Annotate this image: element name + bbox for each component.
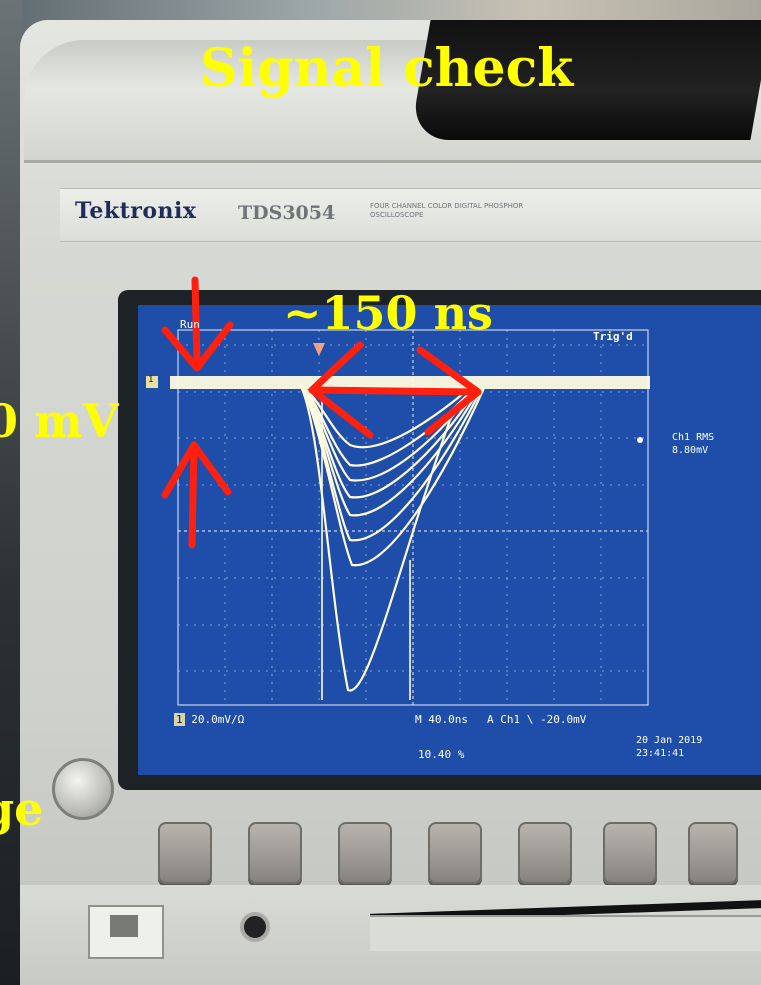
power-switch-inner xyxy=(110,915,138,937)
trigger-marker xyxy=(313,343,325,356)
bezel-button-2[interactable] xyxy=(248,822,302,884)
ch1-marker-label: 1 xyxy=(148,375,153,385)
amplitude-label: 0 mV xyxy=(0,394,118,448)
charge-label-fragment: ge xyxy=(0,782,43,836)
trace-baseline xyxy=(170,376,650,389)
date-readout: 20 Jan 2019 xyxy=(636,735,702,746)
position-readout: 10.40 % xyxy=(418,748,464,761)
timebase-readout: M 40.0ns xyxy=(415,713,468,726)
slide-title: Signal check xyxy=(200,38,573,99)
trig-status: Trig'd xyxy=(593,330,633,343)
ch1-scale: 20.0mV/Ω xyxy=(191,713,244,726)
ch1-badge: 1 xyxy=(174,713,185,726)
measurement-value: 8.80mV xyxy=(672,445,708,456)
run-status: Run xyxy=(180,318,200,331)
bezel-button-6[interactable] xyxy=(603,822,657,884)
audio-jack xyxy=(240,912,270,942)
bezel-button-5[interactable] xyxy=(518,822,572,884)
bezel-button-3[interactable] xyxy=(338,822,392,884)
ch1-scale-readout: 1 20.0mV/Ω xyxy=(174,713,244,726)
trigger-level-dot xyxy=(637,437,643,443)
measurement-label: Ch1 RMS xyxy=(672,432,714,443)
general-purpose-knob[interactable] xyxy=(52,758,114,820)
bezel-button-4[interactable] xyxy=(428,822,482,884)
trigger-readout: A Ch1 \ -20.0mV xyxy=(487,713,586,726)
bezel-button-1[interactable] xyxy=(158,822,212,884)
pulse-width-label: ~150 ns xyxy=(283,286,493,340)
time-readout: 23:41:41 xyxy=(636,748,684,759)
bezel-button-7[interactable] xyxy=(688,822,738,884)
trace-pulses xyxy=(300,385,484,700)
floppy-drive-slot[interactable] xyxy=(370,915,761,951)
